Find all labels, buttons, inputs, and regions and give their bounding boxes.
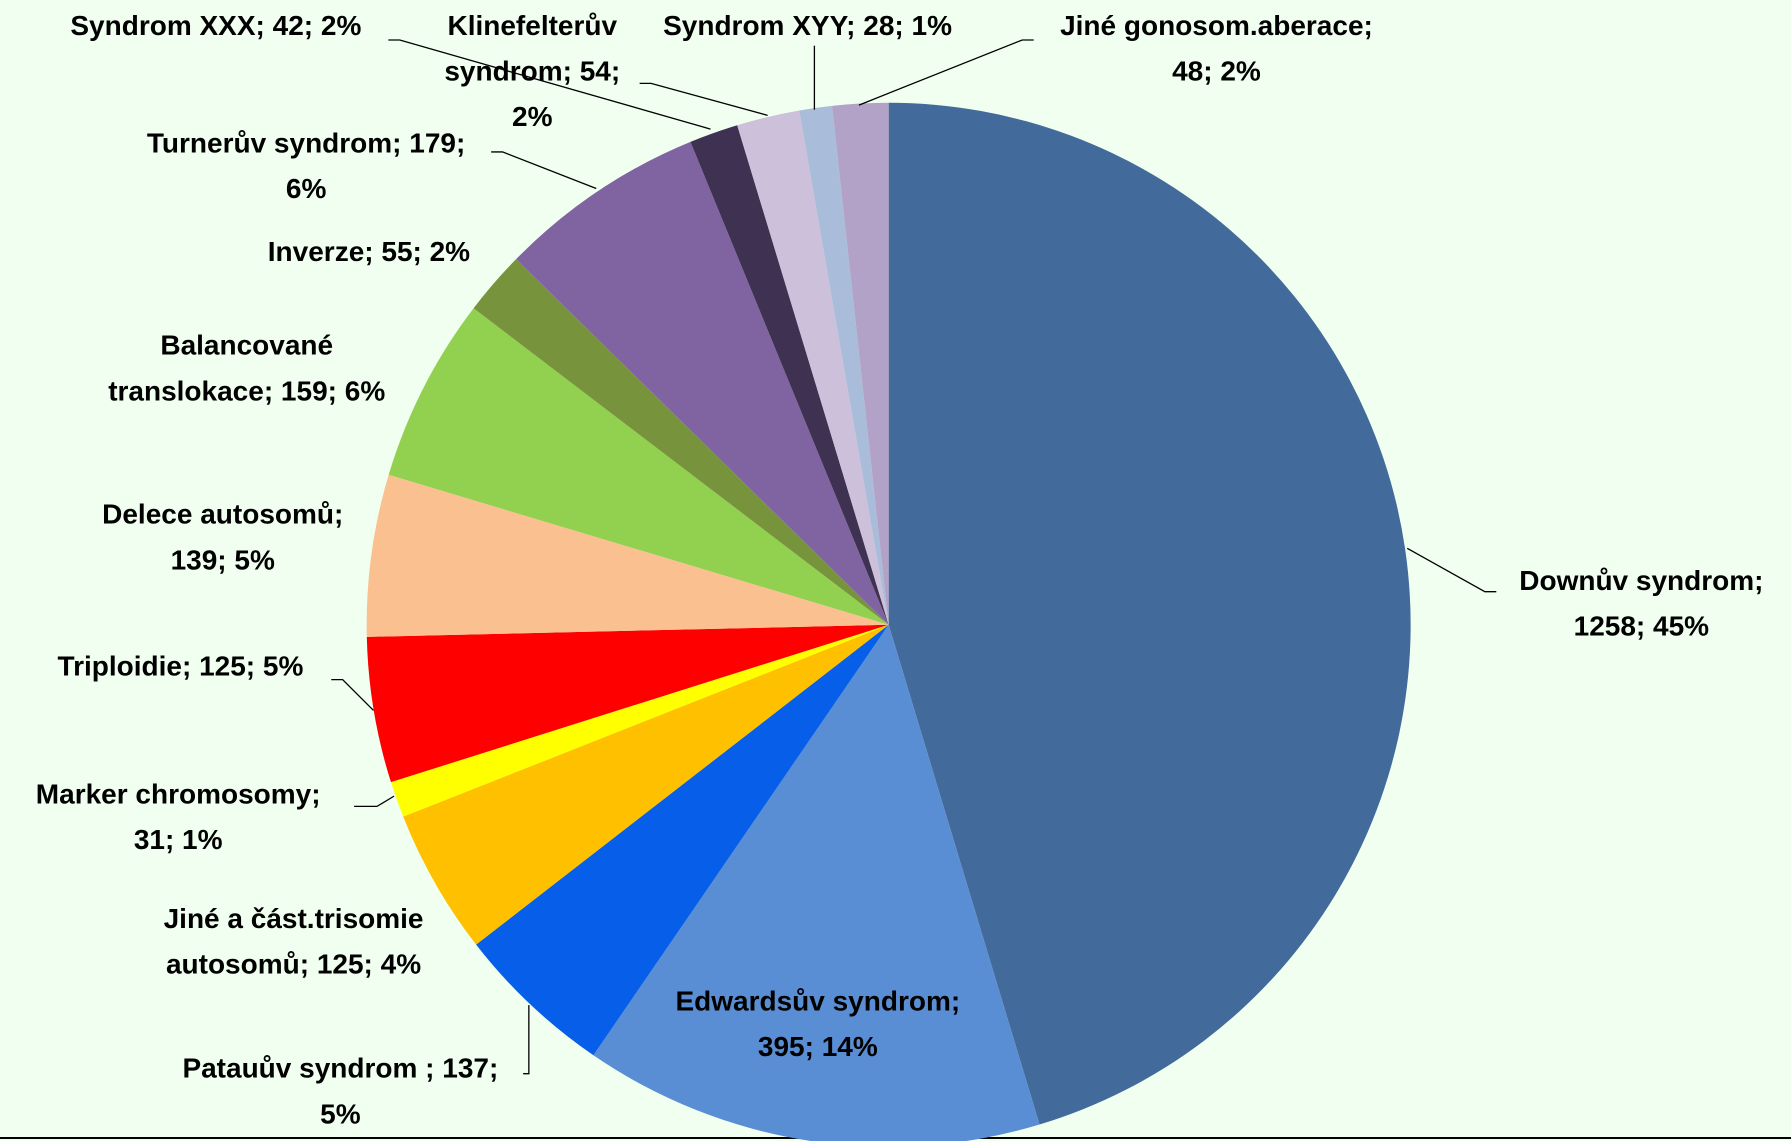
pie-slice	[388, 308, 889, 625]
data-label: autosomů; 125; 4%	[166, 949, 421, 980]
leader-line	[354, 795, 395, 808]
leader-line	[331, 678, 374, 711]
data-label: Balancované	[160, 330, 333, 361]
data-label: Edwardsův syndrom;	[675, 985, 960, 1016]
data-label: 5%	[320, 1098, 361, 1129]
data-label: Syndrom XXX; 42; 2%	[70, 10, 361, 41]
pie-slice	[366, 624, 889, 783]
data-label: 1258; 45%	[1574, 611, 1710, 642]
data-label: Patauův syndrom ; 137;	[182, 1053, 498, 1084]
data-label: Turnerův syndrom; 179;	[147, 127, 465, 158]
pie-slice	[690, 125, 889, 625]
data-label: Jiné a část.trisomie	[164, 903, 424, 934]
data-label: Marker chromosomy;	[36, 779, 321, 810]
pie-slice	[366, 474, 889, 637]
pie-slice	[473, 259, 889, 625]
data-label: Jiné gonosom.aberace;	[1060, 10, 1373, 41]
leader-line	[491, 151, 597, 190]
data-label: Delece autosomů;	[102, 499, 343, 530]
data-label: Triploidie; 125; 5%	[58, 651, 304, 682]
data-label: 395; 14%	[758, 1031, 878, 1062]
data-label: 48; 2%	[1172, 55, 1261, 86]
data-label: Klinefelterův	[447, 10, 617, 41]
pie-slice	[593, 624, 1040, 1141]
leader-line	[858, 39, 1034, 106]
data-label: Downův syndrom;	[1519, 565, 1763, 596]
pie-slice	[476, 624, 889, 1056]
leader-line	[523, 1005, 530, 1075]
pie-slice	[516, 141, 889, 625]
data-label: Inverze; 55; 2%	[268, 236, 470, 267]
pie-slice	[390, 624, 889, 817]
data-label: 2%	[512, 101, 553, 132]
data-label: translokace; 159; 6%	[108, 375, 385, 406]
data-label: 31; 1%	[134, 824, 223, 855]
data-label: 139; 5%	[171, 544, 275, 575]
pie-slice	[403, 624, 889, 945]
pie-slice	[832, 102, 889, 625]
leader-line	[639, 82, 768, 116]
pie-slice	[799, 105, 889, 625]
data-label: Syndrom XYY; 28; 1%	[663, 10, 952, 41]
data-label: syndrom; 54;	[444, 55, 620, 86]
pie-slice	[888, 102, 1411, 1125]
leader-line	[1406, 547, 1497, 593]
pie-slice	[737, 110, 889, 625]
leader-line	[388, 39, 711, 130]
data-label: 6%	[286, 173, 327, 204]
